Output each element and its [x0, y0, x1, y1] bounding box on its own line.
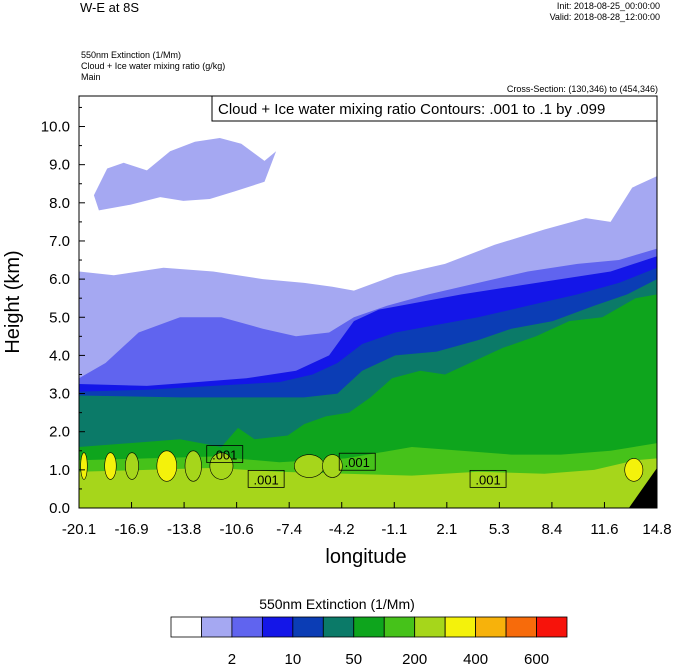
contour-spot — [80, 452, 88, 480]
colorbar-label: 200 — [402, 651, 427, 667]
y-tick-label: 1.0 — [49, 462, 70, 479]
colorbar-swatch — [231, 616, 263, 638]
x-tick-label: 2.1 — [436, 521, 457, 538]
contour-label-box — [247, 469, 285, 488]
y-tick-label: 3.0 — [49, 386, 70, 403]
x-tick-label: 11.6 — [590, 521, 618, 538]
colorbar-swatch — [444, 616, 477, 638]
colorbar-swatch — [170, 616, 202, 638]
contour-label-box — [469, 469, 507, 488]
colorbar-label: 600 — [524, 651, 549, 667]
contour-info-box — [211, 95, 658, 122]
x-tick-label: -4.2 — [329, 521, 355, 538]
contour-label-box — [338, 452, 376, 471]
colorbar-label: 2 — [228, 651, 236, 667]
valid-time: Valid: 2018-08-28_12:00:00 — [549, 12, 660, 22]
contour-spot — [125, 452, 139, 480]
cross-section-label: Cross-Section: (130,346) to (454,346) — [506, 84, 658, 94]
y-tick-label: 7.0 — [49, 233, 70, 250]
y-tick-label: 9.0 — [49, 157, 70, 174]
x-tick-label: -10.6 — [220, 521, 254, 538]
init-time: Init: 2018-08-25_00:00:00 — [556, 1, 660, 11]
y-tick-label: 10.0 — [41, 119, 70, 136]
x-tick-label: 5.3 — [489, 521, 510, 538]
contour-spot — [294, 454, 325, 478]
y-tick-label: 8.0 — [49, 195, 70, 212]
contour-label: .001 — [475, 472, 500, 487]
colorbar-swatch — [536, 616, 568, 638]
field-label-extinction: 550nm Extinction (1/Mm) — [81, 50, 182, 60]
contour-label: .001 — [345, 455, 370, 470]
upper-cloud-layer — [93, 138, 277, 211]
x-tick-label: -1.1 — [381, 521, 407, 538]
contour-spot — [624, 458, 644, 482]
y-tick-label: 4.0 — [49, 347, 70, 364]
contour-label: .001 — [212, 448, 237, 463]
colorbar-swatch — [414, 616, 446, 638]
colorbar-label: 50 — [345, 651, 362, 667]
field-label-cloud-ice: Cloud + Ice water mixing ratio (g/kg) — [81, 61, 226, 71]
x-tick-label: -20.1 — [62, 521, 96, 538]
y-tick-label: 6.0 — [49, 271, 70, 288]
x-tick-label: 8.4 — [541, 521, 562, 538]
x-tick-label: -7.4 — [276, 521, 302, 538]
contour-spot — [104, 452, 117, 480]
x-tick-label: 14.8 — [642, 521, 671, 538]
colorbar-swatch — [261, 616, 294, 638]
contour-spot — [156, 450, 178, 482]
extinction-field — [79, 96, 657, 508]
y-tick-label: 0.0 — [49, 500, 70, 517]
x-axis-label: longitude — [325, 546, 406, 568]
y-axis-label: Height (km) — [2, 250, 24, 353]
field-label-main: Main — [81, 72, 101, 82]
contour-info-text: Cloud + Ice water mixing ratio Contours:… — [218, 101, 605, 118]
x-tick-label: -16.9 — [114, 521, 148, 538]
contour-label: .001 — [253, 472, 278, 487]
colorbar-swatch — [322, 616, 355, 638]
colorbar-swatch — [201, 616, 233, 638]
colorbar-title: 550nm Extinction (1/Mm) — [259, 596, 415, 612]
colorbar — [170, 616, 568, 638]
terrain-mask — [628, 467, 657, 508]
contour-spot — [322, 454, 343, 478]
chart-title: W-E at 8S — [80, 0, 140, 15]
colorbar-labels: 2 10 50 200 400 600 — [228, 651, 549, 667]
contour-spot — [209, 452, 234, 480]
y-tick-label: 2.0 — [49, 424, 70, 441]
colorbar-label: 10 — [285, 651, 302, 667]
colorbar-swatch — [505, 616, 537, 638]
colorbar-swatch — [383, 616, 416, 638]
colorbar-swatch — [475, 616, 507, 638]
plot-frame — [78, 95, 658, 509]
contour-label-box — [206, 445, 244, 463]
colorbar-swatch — [353, 616, 385, 638]
x-tick-label: -13.8 — [167, 521, 201, 538]
contour-spot — [184, 450, 202, 482]
axes: -20.1 -16.9 -13.8 -10.6 -7.4 -4.2 -1.1 2.1 5.3 8.… — [41, 106, 672, 538]
contour-marks: .001 .001 .001 .001 — [80, 445, 657, 508]
y-tick-label: 5.0 — [49, 309, 70, 326]
colorbar-swatch — [292, 616, 324, 638]
colorbar-label: 400 — [463, 651, 488, 667]
